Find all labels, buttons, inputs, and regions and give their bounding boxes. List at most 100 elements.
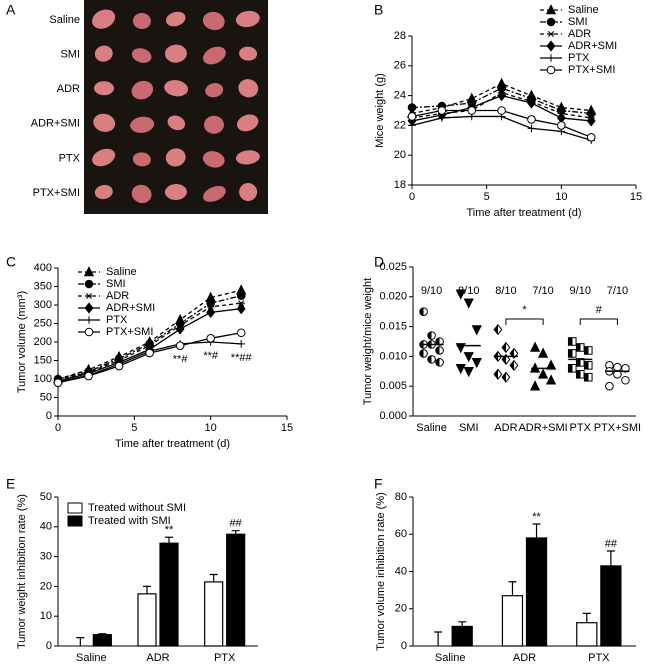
error-bar (508, 581, 517, 596)
marker (236, 328, 246, 338)
axis (412, 267, 636, 417)
tumor (238, 79, 259, 98)
y-tick-label: 0.015 (379, 321, 407, 333)
legend-label: ADR (568, 28, 591, 40)
error-bar (76, 637, 85, 646)
marker (497, 106, 506, 115)
tumor (132, 12, 151, 30)
group-count: 8/10 (495, 285, 516, 297)
group-count: 9/10 (421, 285, 442, 297)
marker (567, 364, 577, 373)
group-count: 7/10 (532, 285, 553, 297)
y-tick-label: 20 (40, 580, 52, 592)
tumor (164, 80, 189, 97)
legend-label: PTX+SMI (106, 326, 153, 338)
bracket (505, 318, 544, 325)
tumor (94, 184, 113, 200)
y-tick-label: 28 (394, 30, 406, 42)
legend-label: Saline (106, 266, 137, 278)
x-tick-label: Saline (435, 652, 466, 664)
bar (501, 595, 524, 647)
x-tick-label: PTX (570, 422, 592, 434)
panel-letter: C (6, 254, 16, 270)
bar (92, 634, 112, 647)
y-axis-label: Tumor weight inhibition rate (%) (16, 494, 28, 649)
marker (529, 380, 541, 391)
x-tick-label: 15 (630, 191, 642, 203)
tumor (239, 46, 258, 61)
x-tick-label: 10 (205, 422, 217, 434)
annotation: **## (231, 352, 253, 364)
error-bar (532, 523, 541, 538)
y-tick-label: 26 (394, 60, 406, 72)
x-tick-label: Saline (416, 422, 447, 434)
marker (463, 367, 474, 378)
y-axis-label: Tumor weight/mice weight (362, 278, 374, 405)
marker (497, 89, 507, 102)
bracket-label: # (596, 304, 603, 316)
error-bar (143, 585, 151, 594)
marker (583, 346, 593, 355)
row-label: SMI (60, 49, 80, 61)
marker (501, 353, 511, 365)
marker (586, 133, 596, 142)
error-bar (434, 631, 443, 646)
tumor (235, 10, 260, 28)
tumor (165, 11, 186, 27)
y-tick-label: 24 (394, 90, 406, 102)
marker (527, 97, 536, 109)
legend-label: ADR+SMI (106, 302, 155, 314)
marker (613, 369, 622, 379)
significance: ## (230, 518, 243, 530)
marker (427, 331, 436, 340)
marker (546, 17, 556, 27)
significance: ## (605, 538, 618, 550)
marker (567, 337, 577, 346)
y-tick-label: 0 (46, 640, 52, 652)
marker (493, 368, 503, 380)
y-tick-label: 20 (394, 149, 406, 161)
marker (206, 334, 215, 343)
y-tick-label: 30 (40, 551, 52, 563)
tumor (235, 150, 260, 165)
marker (145, 348, 154, 358)
legend-label: Saline (568, 4, 599, 16)
bar (159, 542, 179, 647)
x-tick-label: 15 (281, 422, 293, 434)
marker (455, 289, 466, 300)
marker (583, 372, 593, 382)
annotation: **# (203, 350, 219, 362)
x-tick-label: 5 (484, 191, 490, 203)
x-tick-label: ADR (513, 652, 536, 664)
x-tick-label: Saline (76, 652, 107, 664)
marker (419, 307, 428, 317)
marker (83, 266, 95, 277)
tumor (165, 148, 186, 167)
error-bar (209, 573, 218, 582)
significance: ** (532, 511, 541, 523)
bar (576, 622, 598, 647)
tumor (164, 44, 187, 63)
marker (85, 292, 93, 300)
marker (237, 340, 245, 348)
panel-letter: E (6, 476, 15, 492)
tumor (132, 152, 151, 167)
marker (501, 341, 511, 354)
marker (408, 121, 416, 130)
panel-letter: B (374, 2, 383, 18)
axis (57, 268, 287, 417)
marker (427, 355, 436, 364)
panel-letter: F (374, 476, 383, 492)
x-tick-label: 5 (131, 422, 137, 434)
marker (236, 291, 246, 301)
error-bar (98, 633, 107, 635)
bar (525, 537, 548, 647)
y-tick-label: 0.005 (379, 380, 407, 392)
error-bar (606, 550, 615, 566)
group-count: 7/10 (607, 285, 628, 297)
y-tick-label: 60 (395, 528, 407, 540)
marker (493, 323, 503, 336)
y-axis-label: Tumor volume inhibition rate (%) (375, 492, 387, 651)
x-axis-label: Time after treatment (d) (466, 207, 581, 219)
